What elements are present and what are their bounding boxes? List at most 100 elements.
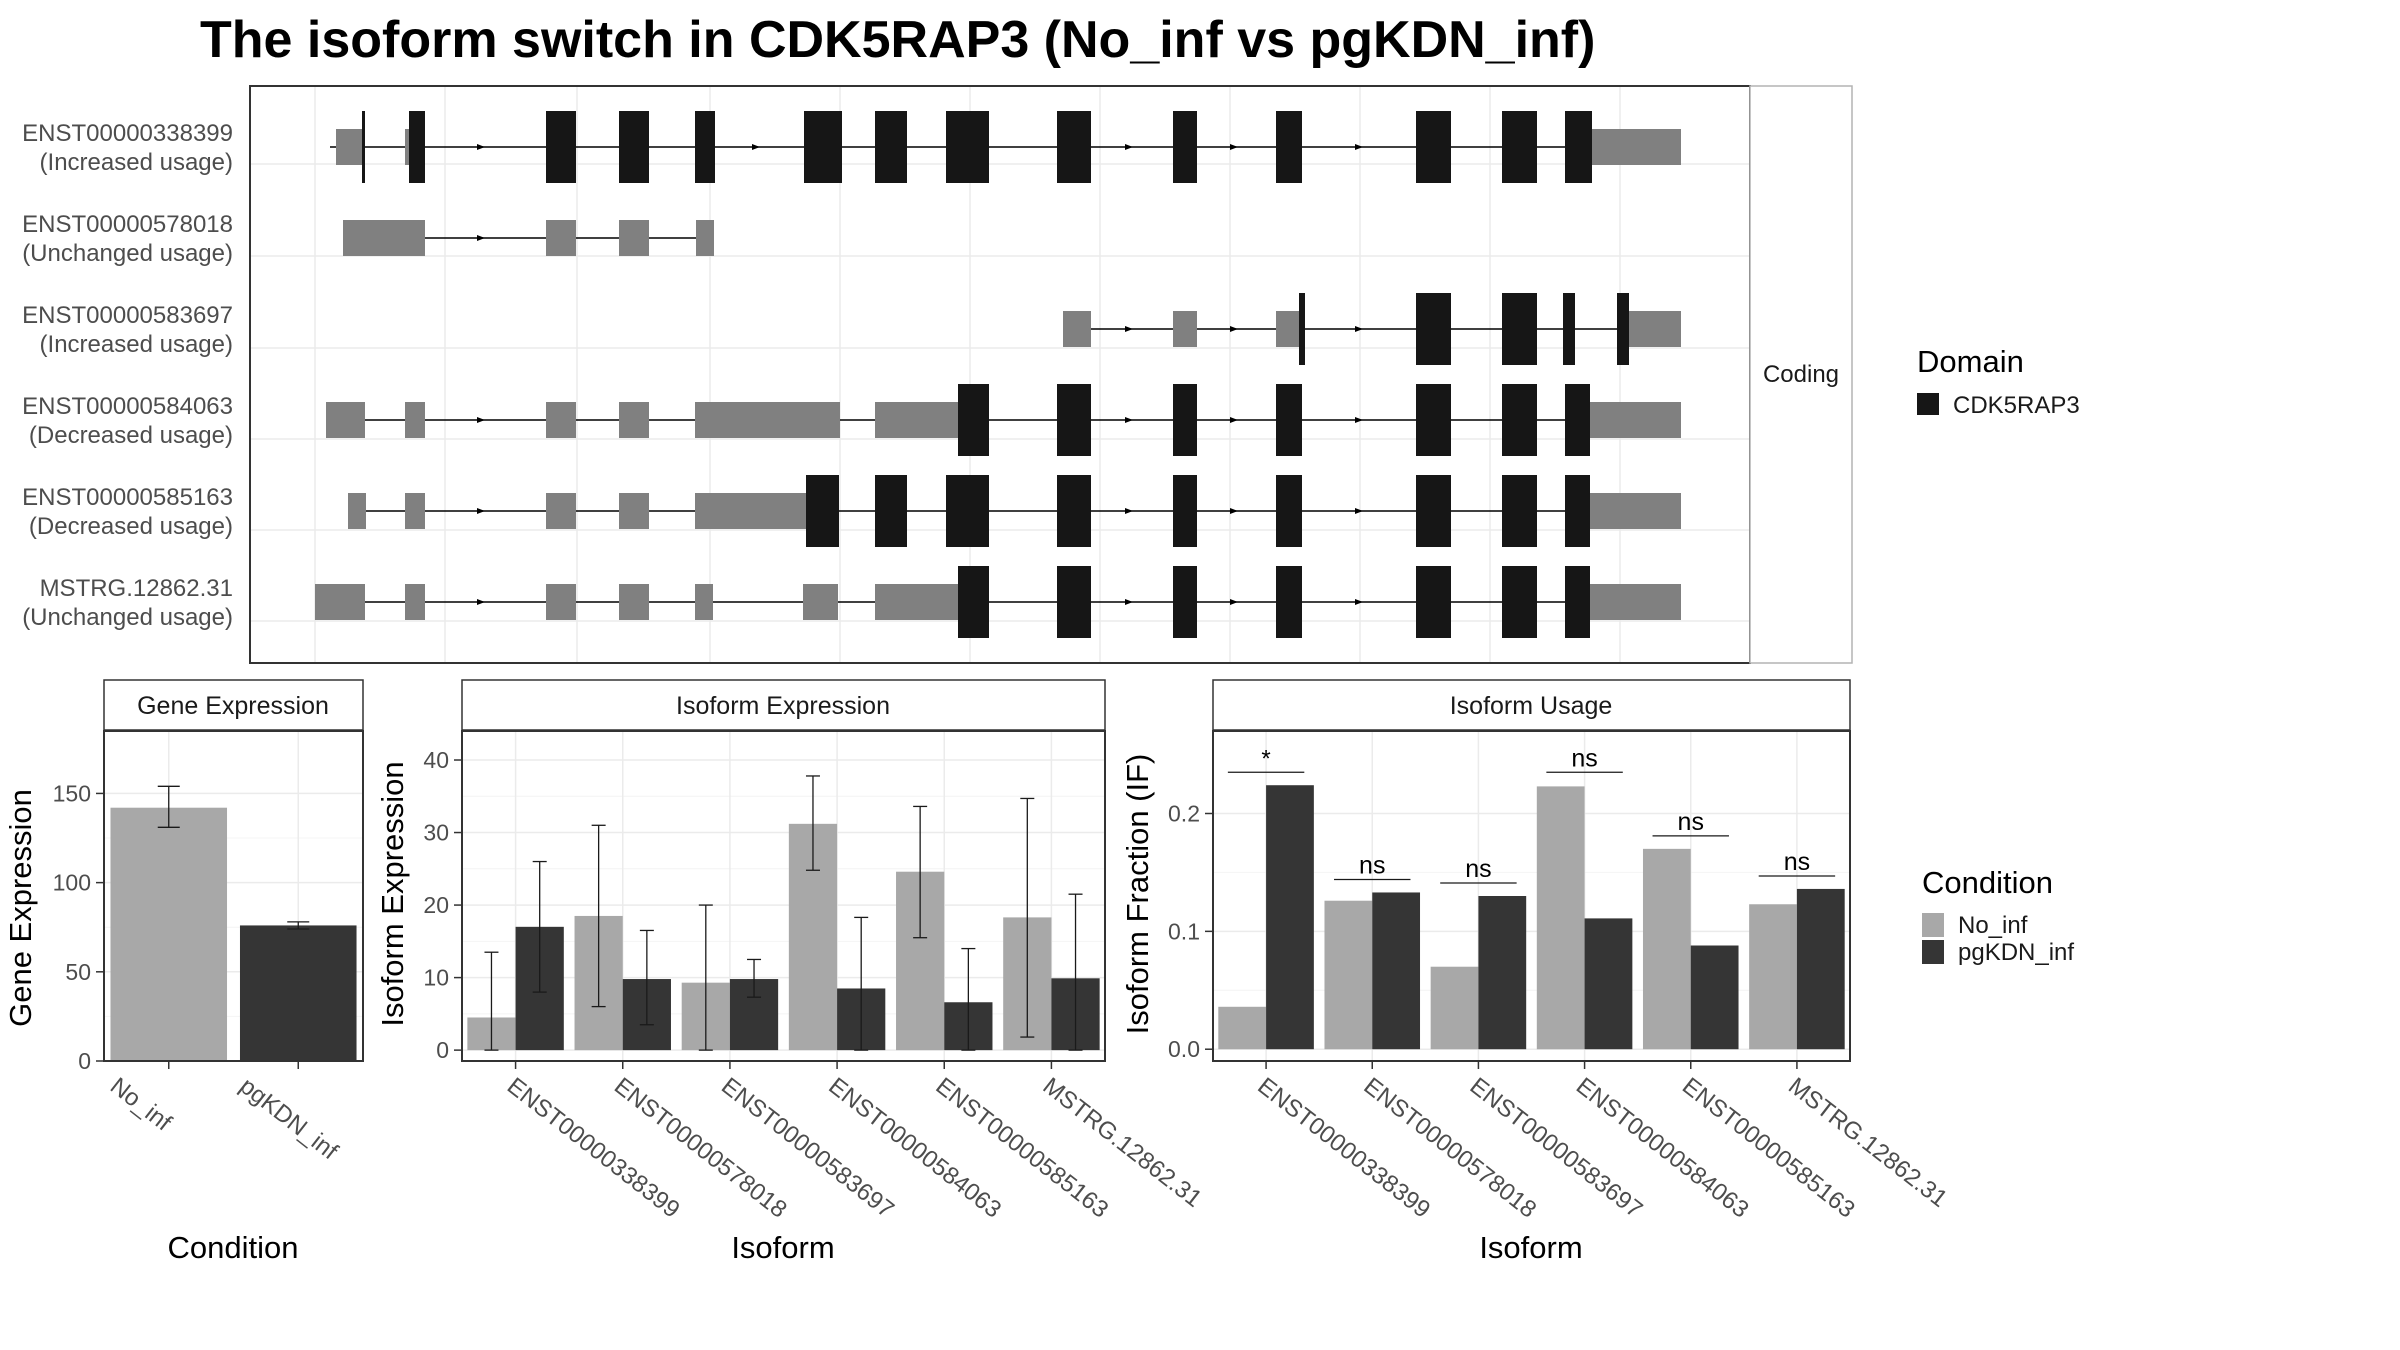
strand-arrow	[1230, 599, 1238, 605]
significance-label: ns	[1784, 848, 1810, 876]
gene-expression-xlabel: Condition	[168, 1230, 299, 1265]
transcript-usage-label: (Increased usage)	[40, 331, 233, 358]
transcript-track	[326, 384, 1681, 456]
transcript-usage-label: (Unchanged usage)	[22, 604, 233, 631]
coding-exon	[1565, 566, 1590, 638]
coding-exon	[1416, 566, 1451, 638]
strand-arrow	[1355, 599, 1363, 605]
y-tick-label: 10	[423, 965, 449, 991]
utr-exon	[875, 584, 958, 620]
strand-arrow	[1355, 508, 1363, 514]
strand-arrow	[1125, 417, 1133, 423]
strand-arrow	[477, 508, 485, 514]
utr-exon	[405, 493, 425, 529]
utr-exon	[695, 584, 713, 620]
coding-exon	[1416, 475, 1451, 547]
strand-arrow	[1125, 599, 1133, 605]
bar-no-inf	[1536, 786, 1585, 1050]
error-bar	[639, 929, 654, 1026]
coding-exon	[1617, 293, 1629, 365]
legend-swatch-no-inf	[1922, 913, 1944, 937]
error-bar	[287, 921, 310, 930]
plot-frame	[103, 730, 364, 1062]
x-tick-label: ENST00000583697	[716, 1072, 899, 1223]
y-tick-label: 150	[53, 780, 91, 806]
strand-arrow	[1355, 144, 1363, 150]
utr-exon	[1640, 311, 1681, 347]
utr-exon	[696, 220, 714, 256]
utr-exon	[546, 220, 576, 256]
strand-arrow	[1230, 144, 1238, 150]
utr-exon	[1063, 311, 1091, 347]
transcript-labels: ENST00000338399(Increased usage)ENST0000…	[22, 120, 233, 631]
isoform-usage-ylabel: Isoform Fraction (IF)	[1120, 754, 1155, 1035]
y-tick-label: 0.2	[1168, 801, 1200, 827]
bar-pgkdn-inf	[1478, 896, 1527, 1050]
error-bar	[157, 785, 180, 828]
gene-expression-strip-label: Gene Expression	[137, 692, 329, 720]
coding-exon	[1057, 111, 1091, 183]
y-tick-label: 0.0	[1168, 1036, 1200, 1062]
x-tick-label: ENST00000338399	[502, 1072, 685, 1223]
transcript-id-label: ENST00000585163	[22, 484, 233, 511]
coding-exon	[1502, 566, 1537, 638]
strand-arrow	[1355, 417, 1363, 423]
transcript-usage-label: (Decreased usage)	[29, 422, 233, 449]
utr-exon	[546, 402, 576, 438]
x-tick-label: pgKDN_inf	[235, 1072, 343, 1165]
bar-no-inf	[1749, 904, 1797, 1050]
utr-exon	[1590, 129, 1681, 165]
bar-pgkdn-inf	[1266, 785, 1314, 1050]
isoform-expression-ylabel: Isoform Expression	[375, 761, 410, 1026]
coding-exon	[958, 384, 989, 456]
strand-arrow	[477, 417, 485, 423]
utr-exon	[343, 220, 425, 256]
legend-label-pgkdn-inf: pgKDN_inf	[1958, 939, 2074, 966]
coding-exon	[946, 475, 989, 547]
error-bar	[591, 824, 606, 1008]
utr-exon	[336, 129, 364, 165]
transcript-usage-label: (Decreased usage)	[29, 513, 233, 540]
coding-exon	[1057, 566, 1091, 638]
coding-exon	[1565, 475, 1590, 547]
strand-arrow	[1125, 144, 1133, 150]
bar-no-inf	[1430, 966, 1479, 1050]
domain-legend-swatch	[1917, 393, 1939, 415]
coding-exon	[695, 111, 715, 183]
coding-exon	[1502, 475, 1537, 547]
gene-structure-background	[249, 85, 1751, 664]
x-tick-label: No_inf	[105, 1072, 177, 1136]
utr-exon	[619, 402, 649, 438]
coding-exon	[1057, 384, 1091, 456]
significance-label: *	[1261, 745, 1270, 772]
gene-structure-panel: Coding ENST00000338399(Increased usage)E…	[22, 85, 2080, 664]
figure-title: The isoform switch in CDK5RAP3 (No_inf v…	[200, 11, 1595, 69]
strand-arrow	[477, 235, 485, 241]
bar-pgkdn-inf	[1690, 945, 1739, 1050]
isoform-expression-xlabel: Isoform	[731, 1230, 834, 1265]
coding-exon	[546, 111, 576, 183]
utr-exon	[619, 220, 649, 256]
significance-label: ns	[1571, 744, 1597, 772]
utr-exon	[780, 493, 806, 529]
x-tick-label: ENST00000585163	[1677, 1072, 1860, 1223]
coding-exon	[362, 111, 365, 183]
utr-exon	[1590, 402, 1681, 438]
coding-exon	[619, 111, 649, 183]
transcript-id-label: ENST00000578018	[22, 211, 233, 238]
transcript-track	[1063, 293, 1681, 365]
isoform-usage-xlabel: Isoform	[1479, 1230, 1582, 1265]
transcript-usage-label: (Unchanged usage)	[22, 240, 233, 267]
transcript-id-label: ENST00000338399	[22, 120, 233, 147]
utr-exon	[1590, 493, 1681, 529]
transcript-id-label: ENST00000583697	[22, 302, 233, 329]
transcript-usage-label: (Increased usage)	[40, 149, 233, 176]
transcript-id-label: ENST00000584063	[22, 393, 233, 420]
bar-no_inf	[110, 807, 228, 1061]
legend-label-no-inf: No_inf	[1958, 912, 2028, 939]
error-bar	[532, 860, 547, 993]
coding-exon	[1276, 384, 1302, 456]
coding-exon	[804, 111, 842, 183]
strand-arrow	[752, 144, 760, 150]
